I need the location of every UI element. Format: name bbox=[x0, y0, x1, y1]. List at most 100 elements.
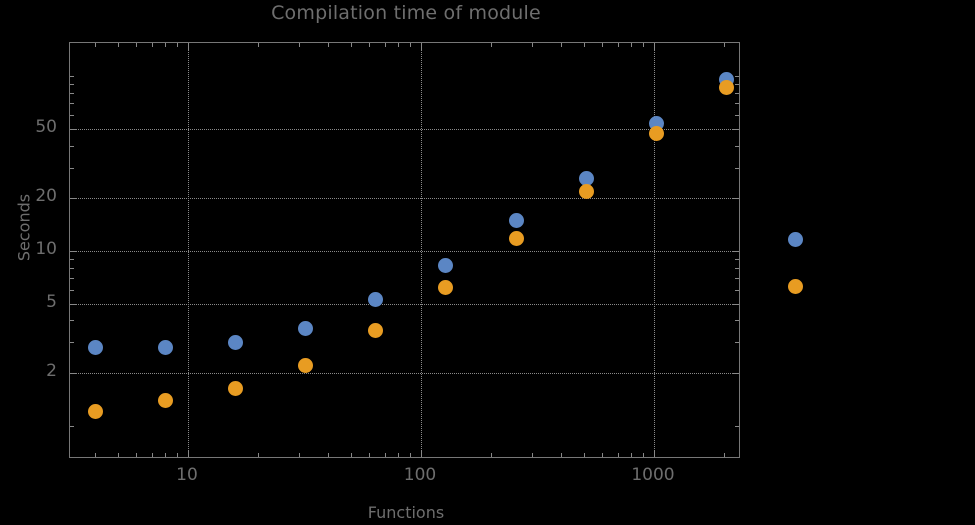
data-point bbox=[368, 291, 384, 307]
y-tick-label: 5 bbox=[46, 291, 57, 312]
axis-tick bbox=[617, 43, 619, 47]
axis-tick bbox=[177, 43, 179, 47]
y-tick-label: 50 bbox=[35, 117, 57, 137]
axis-tick bbox=[258, 453, 260, 457]
data-point bbox=[788, 278, 804, 294]
axis-tick bbox=[350, 43, 352, 47]
axis-tick bbox=[70, 115, 74, 117]
data-point bbox=[228, 381, 244, 397]
axis-tick bbox=[561, 453, 563, 457]
axis-tick bbox=[735, 84, 739, 86]
axis-tick bbox=[70, 303, 77, 305]
plot-area bbox=[69, 42, 740, 458]
axis-tick bbox=[732, 373, 739, 374]
axis-tick bbox=[654, 43, 655, 50]
axis-tick bbox=[165, 453, 167, 457]
axis-tick bbox=[583, 43, 585, 47]
data-point bbox=[719, 80, 735, 96]
data-point bbox=[438, 257, 454, 273]
chart-title: Compilation time of module bbox=[271, 2, 541, 24]
axis-tick bbox=[532, 453, 534, 457]
axis-tick bbox=[735, 267, 739, 269]
axis-tick bbox=[602, 43, 604, 47]
axis-tick bbox=[151, 43, 153, 47]
gridline-horizontal bbox=[70, 251, 739, 252]
axis-tick bbox=[561, 43, 563, 47]
gridline-horizontal bbox=[70, 303, 739, 305]
axis-tick bbox=[165, 43, 167, 47]
gridline-horizontal bbox=[70, 129, 739, 130]
axis-tick bbox=[735, 167, 739, 169]
axis-tick bbox=[491, 43, 493, 47]
data-point bbox=[87, 339, 103, 355]
gridline-vertical bbox=[421, 43, 422, 457]
axis-tick bbox=[654, 450, 655, 457]
axis-tick bbox=[735, 258, 739, 260]
axis-tick bbox=[491, 453, 493, 457]
axis-tick bbox=[299, 453, 301, 457]
axis-tick bbox=[369, 453, 371, 457]
axis-tick bbox=[735, 342, 739, 344]
axis-tick bbox=[328, 43, 330, 47]
axis-tick bbox=[151, 453, 153, 457]
axis-tick bbox=[617, 453, 619, 457]
gridline-horizontal bbox=[70, 373, 739, 374]
axis-tick bbox=[410, 43, 412, 47]
axis-tick bbox=[350, 453, 352, 457]
axis-tick bbox=[188, 43, 189, 50]
axis-tick bbox=[631, 43, 633, 47]
data-point bbox=[578, 183, 594, 199]
data-point bbox=[157, 392, 173, 408]
gridline-vertical bbox=[188, 43, 189, 457]
axis-tick bbox=[643, 43, 645, 47]
x-tick-label: 10 bbox=[176, 465, 198, 485]
axis-tick bbox=[735, 93, 739, 95]
axis-tick bbox=[70, 267, 74, 269]
gridline-horizontal bbox=[70, 198, 739, 200]
data-point bbox=[298, 358, 314, 374]
axis-tick bbox=[258, 43, 260, 47]
axis-tick bbox=[732, 129, 739, 130]
data-point bbox=[508, 230, 524, 246]
axis-tick bbox=[70, 145, 74, 147]
axis-tick bbox=[735, 278, 739, 280]
y-tick-label: 20 bbox=[35, 186, 57, 207]
axis-tick bbox=[136, 453, 138, 457]
axis-tick bbox=[384, 43, 386, 47]
axis-tick bbox=[735, 425, 739, 427]
data-point bbox=[788, 231, 804, 247]
data-point bbox=[368, 323, 384, 339]
axis-tick bbox=[369, 43, 371, 47]
data-point bbox=[87, 404, 103, 420]
axis-tick bbox=[421, 43, 422, 50]
axis-tick bbox=[70, 289, 74, 291]
axis-tick bbox=[532, 43, 534, 47]
axis-tick bbox=[188, 450, 189, 457]
axis-tick bbox=[70, 76, 74, 78]
axis-tick bbox=[410, 453, 412, 457]
axis-tick bbox=[602, 453, 604, 457]
axis-tick bbox=[732, 303, 739, 305]
axis-tick bbox=[70, 342, 74, 344]
axis-tick bbox=[724, 43, 726, 47]
axis-tick bbox=[732, 251, 739, 252]
axis-tick bbox=[328, 453, 330, 457]
axis-tick bbox=[70, 129, 77, 130]
axis-tick bbox=[735, 320, 739, 322]
axis-tick bbox=[724, 453, 726, 457]
axis-tick bbox=[735, 103, 739, 105]
axis-tick bbox=[398, 43, 400, 47]
gridline-vertical bbox=[654, 43, 655, 457]
axis-tick bbox=[70, 373, 77, 374]
data-point bbox=[438, 279, 454, 295]
axis-tick bbox=[735, 289, 739, 291]
axis-tick bbox=[70, 84, 74, 86]
y-tick-label: 2 bbox=[46, 361, 57, 381]
axis-tick bbox=[136, 43, 138, 47]
axis-tick bbox=[398, 453, 400, 457]
axis-tick bbox=[732, 198, 739, 200]
axis-tick bbox=[631, 453, 633, 457]
axis-tick bbox=[421, 450, 422, 457]
axis-tick bbox=[95, 43, 97, 47]
